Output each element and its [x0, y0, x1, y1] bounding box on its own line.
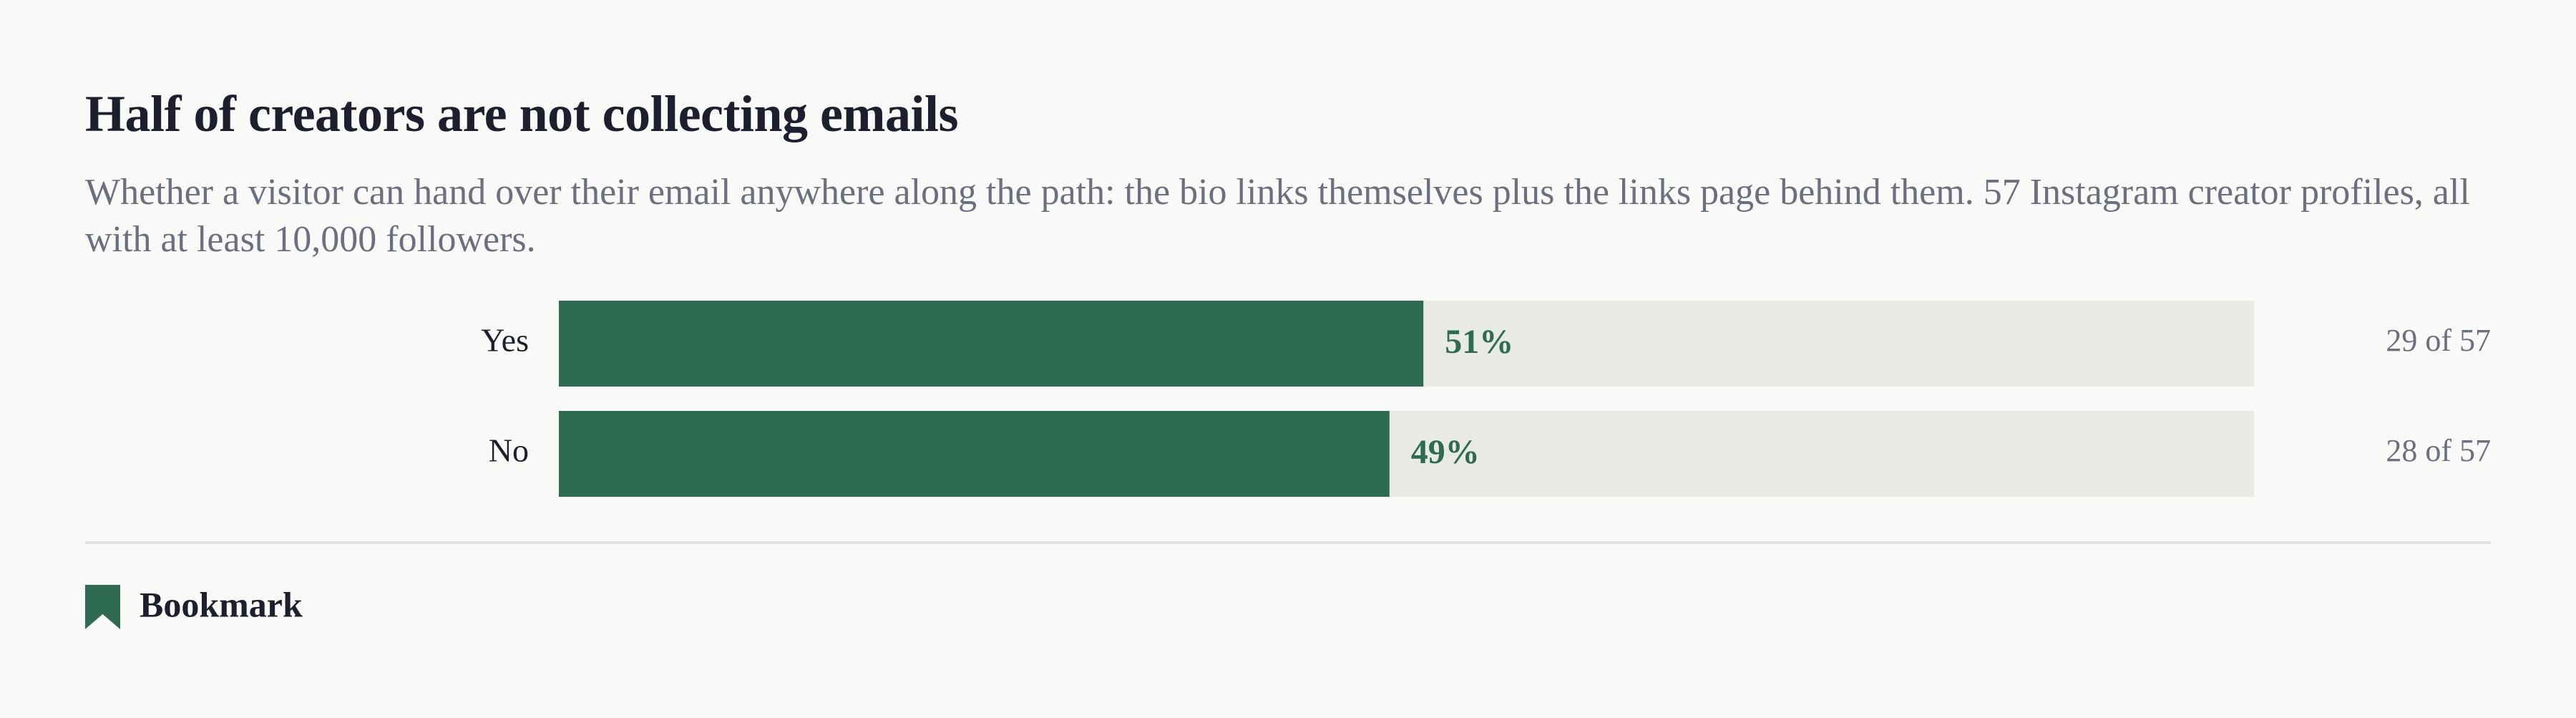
category-label: Yes: [481, 322, 529, 359]
bookmark-icon[interactable]: [85, 585, 120, 629]
value-label: 49%: [1411, 433, 1480, 471]
count-label: 29 of 57: [2386, 323, 2491, 358]
bar: [559, 301, 1424, 387]
bookmark-button[interactable]: Bookmark: [85, 584, 303, 629]
chart-title: Half of creators are not collecting emai…: [85, 85, 958, 142]
value-label: 51%: [1445, 323, 1513, 361]
category-label: No: [489, 432, 529, 469]
chart-subtitle: Whether a visitor can hand over their em…: [85, 172, 2470, 260]
count-label: 28 of 57: [2386, 433, 2491, 468]
bookmark-label[interactable]: Bookmark: [140, 584, 303, 624]
bar: [559, 411, 1390, 497]
